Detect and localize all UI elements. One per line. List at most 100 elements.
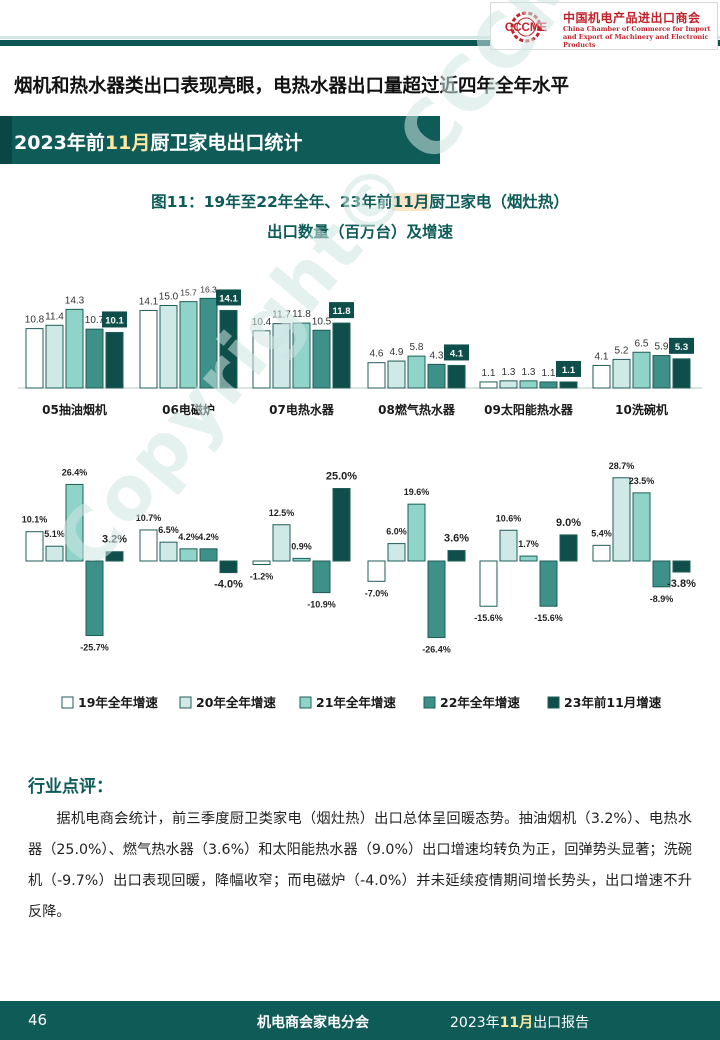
quantity-data-label: 4.9 [390,347,404,358]
growth-data-label: 9.0% [556,517,581,529]
growth-bar [219,560,238,574]
header-bar [0,36,720,50]
category-label: 06电磁炉 [162,402,215,417]
header-stripe-light [0,36,720,39]
page-number: 46 [28,1011,48,1029]
quantity-data-label: 5.8 [410,342,424,353]
quantity-bar [312,329,331,389]
growth-bar [447,550,466,562]
quantity-data-label: 4.1 [595,351,609,362]
page-title: 烟机和热水器类出口表现亮眼，电热水器出口量超过近四年全年水平 [14,76,570,97]
growth-bar [519,555,538,562]
quantity-data-label: 10.5 [312,316,332,327]
growth-bar [407,503,426,562]
quantity-bar [105,331,124,389]
quantity-data-label: 1.1 [542,368,556,379]
growth-data-label: 10.6% [496,513,522,523]
quantity-data-label: 4.3 [430,350,444,361]
growth-data-label: 1.7% [518,539,539,549]
header-stripe-dark [0,40,720,46]
category-label: 10洗碗机 [615,402,668,417]
growth-bar [672,560,691,573]
quantity-bar [559,381,578,389]
legend-label: 22年全年增速 [440,695,520,710]
quantity-bar [612,358,631,389]
growth-data-label: 10.1% [22,515,48,525]
growth-data-label: 4.2% [198,532,219,542]
growth-data-label: 19.6% [404,487,430,497]
quantity-bar [332,322,351,389]
section-title-suffix: 厨卫家电出口统计 [150,132,303,154]
growth-data-label: 26.4% [62,467,88,477]
quantity-bar [25,328,44,389]
footer-report-suffix: 出口报告 [533,1015,590,1031]
growth-bar [252,560,271,565]
growth-bar [499,529,518,562]
quantity-data-label: 10.8 [25,315,45,326]
quantity-data-label: 11.4 [45,311,64,322]
quantity-data-label: 15.0 [159,292,179,303]
quantity-bar [139,309,158,389]
legend-swatch [299,696,312,709]
growth-bar [632,492,651,562]
chart-title-line2: 出口数量（百万台）及增速 [266,223,453,241]
quantity-data-label: 11.7 [272,310,291,321]
quantity-data-label: 10.4 [252,317,272,328]
quantity-data-label: 6.5 [635,338,649,349]
growth-data-label: 6.5% [158,525,179,535]
cccme-logo-icon: CCCME [505,11,547,43]
growth-bar [85,560,104,637]
quantity-label-badge [102,311,127,328]
quantity-bar [159,305,178,389]
quantity-bar [85,328,104,389]
quantity-bar [179,301,198,389]
review-body: 据机电商会统计，前三季度厨卫类家电（烟灶热）出口总体呈回暖态势。抽油烟机（3.2… [28,811,692,920]
quantity-bar [272,323,291,389]
org-name-en: China Chamber of Commerce for Import and… [563,25,711,49]
review-heading: 行业点评： [28,777,113,797]
growth-data-label: -1.2% [250,571,274,581]
quantity-data-label: 1.1 [562,365,576,376]
growth-data-label: -7.0% [365,588,389,598]
footer: 46 机电商会家电分会 2023年11月出口报告 [0,1001,720,1040]
growth-data-label: 28.7% [609,461,635,471]
quantity-data-label: 14.3 [65,295,85,306]
growth-data-label: 25.0% [326,471,357,483]
quantity-bar [447,364,466,389]
section-title-highlight: 11月 [104,132,151,154]
quantity-label-badge [669,337,694,354]
chart-title-line1: 图11：19年至22年全年、23年前11月厨卫家电（烟灶热） [0,190,720,212]
growth-bar [427,560,446,639]
quantity-label-badge [216,289,241,306]
growth-data-label: -10.9% [307,600,336,610]
growth-data-label: 10.7% [136,513,162,523]
quantity-bar [592,364,611,389]
quantity-data-label: 16.3 [200,284,217,294]
quantity-data-label: 10.1 [105,315,124,326]
quantity-data-label: 11.8 [333,306,351,317]
legend-label: 19年全年增速 [78,695,158,710]
quantity-data-label: 5.3 [675,342,688,353]
growth-data-label: -15.6% [534,613,563,623]
quantity-data-label: 14.1 [139,296,159,307]
quantity-data-label: 11.8 [292,309,311,320]
growth-data-label: -4.0% [214,579,243,591]
growth-bar [332,488,351,562]
quantity-label-badge [444,344,469,361]
chart-title-highlight: 11月 [392,193,430,211]
growth-bar [159,541,178,562]
quantity-bar [632,351,651,389]
quantity-bar [219,309,238,389]
growth-data-label: 6.0% [386,527,407,537]
quantity-data-label: 1.3 [502,367,516,378]
quantity-bar [499,380,518,389]
legend-label: 21年全年增速 [316,695,396,710]
quantity-data-label: 10.7 [85,315,105,326]
quantity-bar [519,380,538,389]
growth-data-label: 23.5% [629,476,655,486]
quantity-bar [407,355,426,389]
quantity-data-label: 1.1 [482,368,496,379]
growth-bar [272,524,291,562]
quantity-bar [292,322,311,389]
